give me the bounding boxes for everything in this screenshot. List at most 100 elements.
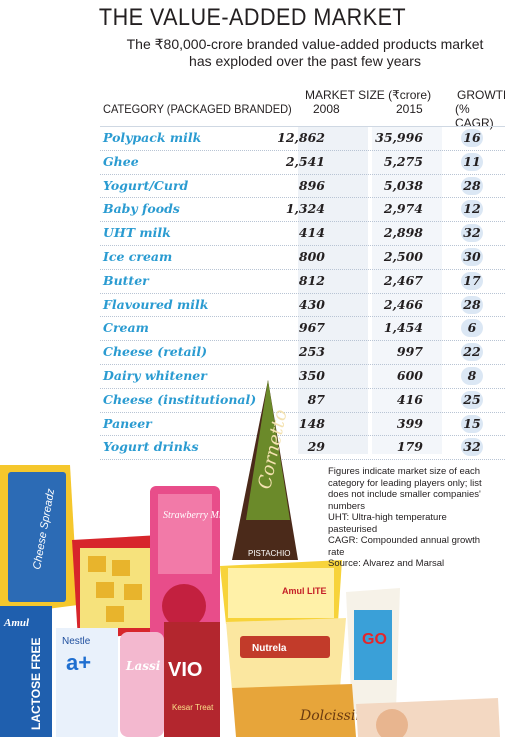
size-2008-cell: 430 xyxy=(298,296,325,312)
cheese-cubes-box xyxy=(72,535,162,640)
category-cell: Yogurt drinks xyxy=(103,439,199,455)
table-row: Cheese (retail) 253 997 22 xyxy=(100,341,505,365)
table-row: Cheese (institutional) 87 416 25 xyxy=(100,389,505,413)
milkshake-label: Strawberry Milk Shake xyxy=(163,510,256,521)
growth-cell: 11 xyxy=(461,152,483,171)
footnotes: Figures indicate market size of each cat… xyxy=(328,466,498,570)
milkshake-bottle: Strawberry Milk Shake xyxy=(150,486,256,666)
category-cell: Polypack milk xyxy=(103,130,202,145)
table-row: Yogurt/Curd 896 5,038 28 xyxy=(100,175,505,199)
size-2015-cell: 2,467 xyxy=(383,272,423,288)
footnote-line: Figures indicate market size of each cat… xyxy=(328,466,482,512)
growth-cell: 6 xyxy=(461,319,483,338)
lassi-bottle: Lassi xyxy=(120,632,164,737)
size-2008-cell: 896 xyxy=(298,177,325,193)
size-2015-cell: 2,898 xyxy=(383,225,423,241)
dairy-products-photo: Cheese Spreadz Strawberry Milk Shake Cor… xyxy=(0,380,500,737)
header-growth: GROWTH xyxy=(457,88,505,102)
category-cell: Yogurt/Curd xyxy=(103,177,189,193)
size-2015-cell: 35,996 xyxy=(375,130,423,145)
nutrela-label: Nutrela xyxy=(252,643,287,654)
footnote-line: CAGR: Compounded annual growth rate xyxy=(328,535,481,558)
category-cell: Cheese (institutional) xyxy=(103,391,257,407)
category-cell: Ice cream xyxy=(103,248,173,264)
cornetto-flavour: PISTACHIO xyxy=(248,549,291,558)
size-2008-cell: 87 xyxy=(307,391,325,407)
size-2015-cell: 2,974 xyxy=(383,201,423,217)
growth-cell: 12 xyxy=(461,200,483,219)
size-2015-cell: 600 xyxy=(396,367,423,383)
table-row: Ghee 2,541 5,275 11 xyxy=(100,151,505,175)
vio-label: VIO xyxy=(168,659,202,681)
size-2015-cell: 5,275 xyxy=(383,153,423,169)
category-cell: UHT milk xyxy=(103,225,171,241)
size-2008-cell: 2,541 xyxy=(285,153,325,169)
size-2015-cell: 399 xyxy=(396,415,423,431)
growth-cell: 32 xyxy=(461,438,483,457)
size-2008-cell: 148 xyxy=(298,415,325,431)
vio-box: VIO Kesar Treat xyxy=(164,622,220,737)
size-2008-cell: 414 xyxy=(298,225,325,241)
category-cell: Baby foods xyxy=(103,201,180,217)
growth-cell: 28 xyxy=(461,176,483,195)
amul-lite-tub: Amul LITE xyxy=(220,560,342,624)
subtitle: The ₹80,000-crore branded value-added pr… xyxy=(126,36,484,69)
table-row: UHT milk 414 2,898 32 xyxy=(100,222,505,246)
amul-label: Amul xyxy=(3,617,30,629)
header-2008: 2008 xyxy=(313,102,340,116)
column-shade-2008 xyxy=(298,126,368,454)
table-row: Ice cream 800 2,500 30 xyxy=(100,246,505,270)
growth-cell: 28 xyxy=(461,295,483,314)
table-row: Flavoured milk 430 2,466 28 xyxy=(100,294,505,318)
growth-cell: 15 xyxy=(461,414,483,433)
kesar-label: Kesar Treat xyxy=(172,703,214,712)
category-cell: Paneer xyxy=(103,415,152,431)
category-cell: Ghee xyxy=(103,153,139,169)
size-2008-cell: 1,324 xyxy=(285,201,325,217)
size-2015-cell: 2,500 xyxy=(383,248,423,264)
go-cheese-tube: GO xyxy=(346,588,400,714)
growth-cell: 17 xyxy=(461,271,483,290)
size-2008-cell: 800 xyxy=(298,248,325,264)
growth-cell: 8 xyxy=(461,366,483,385)
growth-cell: 25 xyxy=(461,390,483,409)
size-2008-cell: 812 xyxy=(298,272,325,288)
table-header: CATEGORY (PACKAGED BRANDED) MARKET SIZE … xyxy=(100,86,505,130)
table-row: Yogurt drinks 29 179 32 xyxy=(100,436,505,461)
baby-food-box xyxy=(356,698,500,737)
nutrela-tub: Nutrela xyxy=(226,618,346,690)
column-shade-2015 xyxy=(372,126,442,454)
nestle-aplus-carton: Nestle a+ xyxy=(56,628,118,737)
table-row: Butter 812 2,467 17 xyxy=(100,270,505,294)
footnote-line: UHT: Ultra-high temperature pasteurised xyxy=(328,512,447,535)
size-2015-cell: 5,038 xyxy=(383,177,423,193)
footnote-line: Source: Alvarez and Marsal xyxy=(328,558,445,569)
size-2015-cell: 179 xyxy=(396,439,423,455)
amul-lite-label: Amul LITE xyxy=(282,586,327,596)
cheese-spread-box: Cheese Spreadz xyxy=(0,465,78,615)
go-label: GO xyxy=(362,631,387,648)
growth-cell: 30 xyxy=(461,247,483,266)
lactose-free-label: LACTOSE FREE xyxy=(29,638,43,730)
header-category: CATEGORY (PACKAGED BRANDED) xyxy=(103,102,292,116)
table-row: Cream 967 1,454 6 xyxy=(100,317,505,342)
size-2015-cell: 416 xyxy=(396,391,423,407)
header-market-size: MARKET SIZE (₹crore) xyxy=(305,88,432,102)
category-cell: Butter xyxy=(103,272,149,288)
header-2015: 2015 xyxy=(396,102,423,116)
size-2008-cell: 253 xyxy=(298,344,325,360)
lassi-label: Lassi xyxy=(125,659,161,673)
nestle-label: Nestle xyxy=(62,636,91,647)
category-cell: Cheese (retail) xyxy=(103,344,208,360)
category-cell: Flavoured milk xyxy=(103,296,209,312)
size-2008-cell: 12,862 xyxy=(277,130,325,145)
category-cell: Dairy whitener xyxy=(103,367,207,383)
growth-cell: 32 xyxy=(461,224,483,243)
cornetto-cone: Cornetto PISTACHIO xyxy=(232,380,298,560)
aplus-label: a+ xyxy=(66,650,91,675)
page-title: THE VALUE-ADDED MARKET xyxy=(98,4,407,31)
size-2015-cell: 2,466 xyxy=(383,296,423,312)
table-row: Baby foods 1,324 2,974 12 xyxy=(100,198,505,223)
size-2015-cell: 997 xyxy=(396,344,423,360)
size-2008-cell: 967 xyxy=(298,320,325,336)
